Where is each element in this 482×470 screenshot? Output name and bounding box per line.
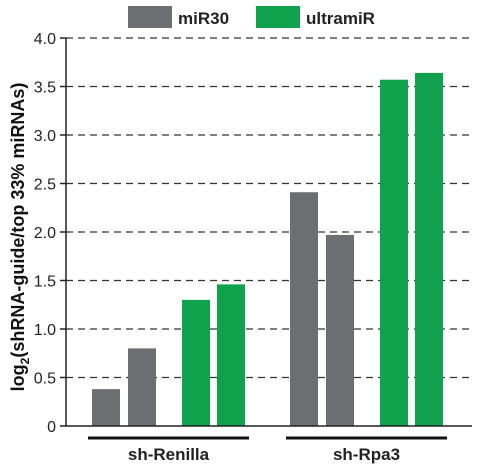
bar-mir30 (92, 389, 120, 426)
grid (66, 37, 472, 379)
group-label: sh-Renilla (128, 445, 210, 464)
y-tick-label: 3.0 (34, 128, 56, 145)
y-tick-label: 4.0 (34, 31, 56, 48)
legend: miR30 ultramiR (128, 6, 375, 28)
y-tick-label: 0.5 (34, 371, 56, 388)
y-axis-ticks: 0 0.5 1.0 1.5 2.0 2.5 3.0 3.5 4.0 (34, 31, 66, 436)
bar-mir30 (290, 192, 318, 426)
legend-swatch-ultramir (256, 6, 300, 28)
bar-ultramir (415, 72, 443, 427)
y-tick-label: 1.5 (34, 274, 56, 291)
y-tick-label: 2.0 (34, 225, 56, 242)
bar-ultramir (217, 284, 245, 426)
bar-mir30 (326, 234, 354, 426)
y-axis-title: log2(shRNA-guide/top 33% miRNAs) (8, 83, 32, 392)
y-tick-label: 3.5 (34, 80, 56, 97)
axes (65, 38, 472, 427)
legend-swatch-mir30 (128, 6, 172, 28)
y-tick-label: 0 (47, 419, 56, 436)
legend-label-ultramir: ultramiR (306, 9, 375, 28)
group-label: sh-Rpa3 (333, 445, 400, 464)
group-labels: sh-Renilla sh-Rpa3 (88, 436, 447, 464)
bar-ultramir (182, 299, 210, 426)
y-tick-label: 2.5 (34, 177, 56, 194)
legend-label-mir30: miR30 (178, 9, 229, 28)
bar-mir30 (128, 348, 156, 426)
bar-ultramir (380, 79, 408, 427)
y-tick-label: 1.0 (34, 322, 56, 339)
bars (92, 72, 443, 427)
